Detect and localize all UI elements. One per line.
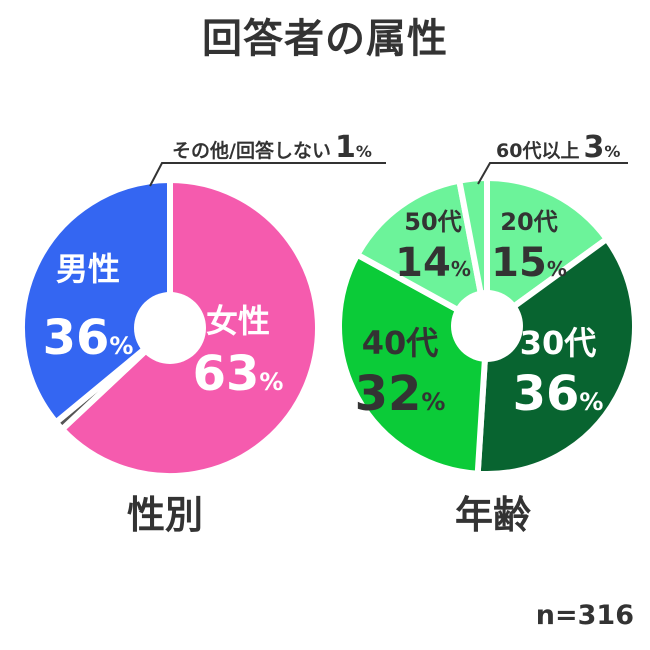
- age-chart-title: 年齢: [454, 493, 531, 537]
- gender-female-label: 女性 63%: [193, 302, 284, 402]
- age-center-hole: [451, 290, 523, 362]
- age-50s-name: 50代: [404, 208, 461, 236]
- age-20s-name: 20代: [500, 208, 557, 236]
- sample-size-note: n=316: [535, 600, 634, 631]
- page-title: 回答者の属性: [202, 16, 448, 62]
- age-40s-value: 32%: [355, 366, 446, 422]
- age-30s-name: 30代: [520, 324, 597, 362]
- age-40s-name: 40代: [362, 324, 439, 362]
- gender-center-hole: [134, 292, 206, 364]
- gender-female-name: 女性: [206, 302, 270, 340]
- gender-chart-title: 性別: [126, 493, 203, 537]
- age-callout-line: [477, 162, 628, 185]
- age-slice-0: [484, 175, 610, 329]
- age-20s-value: 15%: [491, 240, 567, 286]
- gender-male-name: 男性: [56, 250, 120, 288]
- age-50s-value: 14%: [395, 240, 471, 286]
- age-slice-3: [354, 177, 490, 329]
- gender-female-value: 63%: [193, 346, 284, 402]
- gender-callout-line: [149, 162, 386, 187]
- age-60plus-callout: 60代以上 3%: [496, 130, 620, 165]
- gender-slice-2: [19, 177, 173, 426]
- age-slice-1: [474, 236, 638, 477]
- gender-male-label: 男性 36%: [43, 250, 134, 366]
- age-slice-2: [336, 251, 490, 477]
- gender-other-callout: その他/回答しない 1%: [172, 130, 372, 165]
- gender-male-value: 36%: [43, 310, 134, 366]
- age-slice-4: [456, 175, 490, 329]
- age-30s-value: 36%: [513, 366, 604, 422]
